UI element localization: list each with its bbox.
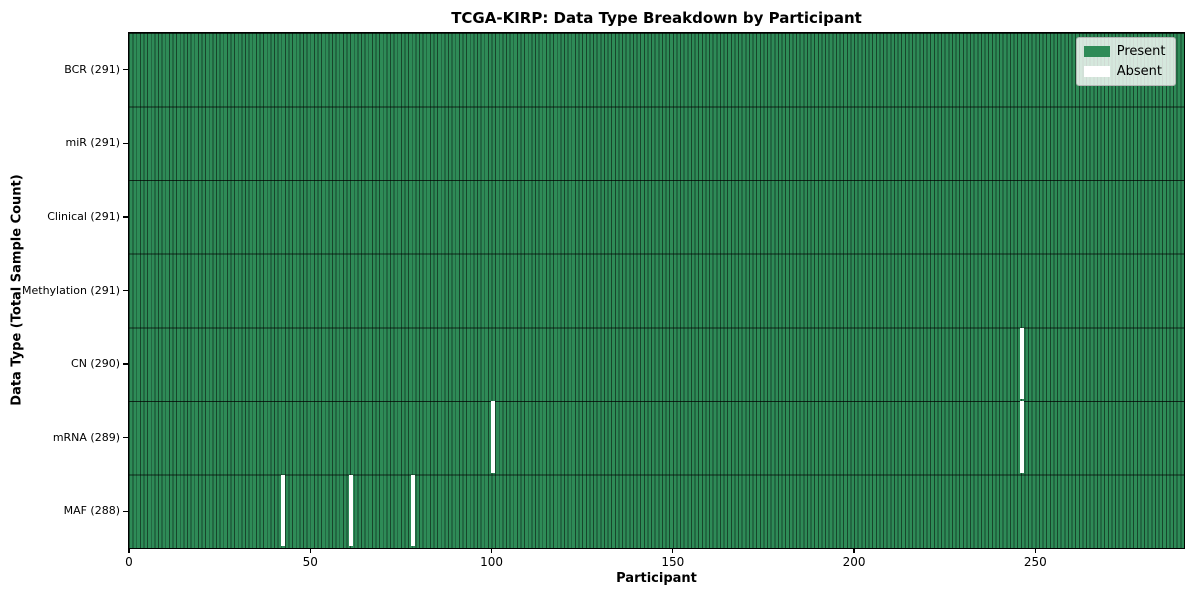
absent-bar-CN-246	[1020, 327, 1025, 400]
ytick-mark	[122, 216, 128, 218]
xtick-mark	[490, 548, 493, 553]
legend: Present Absent	[1075, 36, 1176, 86]
ytick-label-miR: miR (291)	[65, 136, 121, 150]
ytick-mark	[122, 363, 128, 365]
ytick-mark	[122, 510, 128, 512]
legend-swatch-present	[1083, 45, 1110, 57]
absent-bar-mRNA-100	[490, 401, 495, 473]
ytick-mark	[122, 69, 128, 71]
ytick-label-Clinical: Clinical (291)	[47, 209, 120, 223]
ytick-mark	[122, 142, 128, 144]
xtick-label-100: 100	[480, 555, 503, 569]
absent-bar-MAF-61	[349, 474, 354, 547]
chart-title: TCGA-KIRP: Data Type Breakdown by Partic…	[451, 9, 862, 27]
ytick-label-BCR: BCR (291)	[64, 62, 120, 76]
xtick-label-50: 50	[302, 555, 318, 569]
ytick-mark	[122, 289, 128, 292]
legend-entry-present: Present	[1083, 43, 1166, 59]
absent-bar-MAF-78	[411, 474, 416, 547]
legend-swatch-absent	[1083, 65, 1110, 77]
plot-area: Present Absent	[127, 31, 1185, 549]
xtick-mark	[1034, 548, 1036, 553]
legend-label-present: Present	[1116, 43, 1166, 59]
ytick-label-CN: CN (290)	[71, 357, 120, 371]
xtick-label-200: 200	[842, 555, 866, 569]
xtick-label-0: 0	[125, 555, 133, 569]
ytick-mark	[122, 437, 128, 439]
legend-entry-absent: Absent	[1083, 63, 1166, 79]
xtick-mark	[309, 548, 311, 553]
absent-bar-mRNA-246	[1020, 401, 1025, 473]
xtick-label-150: 150	[661, 555, 685, 569]
legend-label-absent: Absent	[1116, 63, 1162, 79]
ytick-label-Methylation: Methylation (291)	[22, 283, 120, 297]
xtick-label-250: 250	[1023, 555, 1047, 569]
xtick-mark	[128, 548, 130, 553]
absent-bar-MAF-42	[280, 474, 285, 547]
xtick-mark	[672, 548, 674, 553]
ytick-label-mRNA: mRNA (289)	[52, 430, 120, 444]
xtick-mark	[853, 548, 855, 553]
ytick-label-MAF: MAF (288)	[63, 504, 120, 518]
x-axis-label: Participant	[616, 571, 697, 586]
